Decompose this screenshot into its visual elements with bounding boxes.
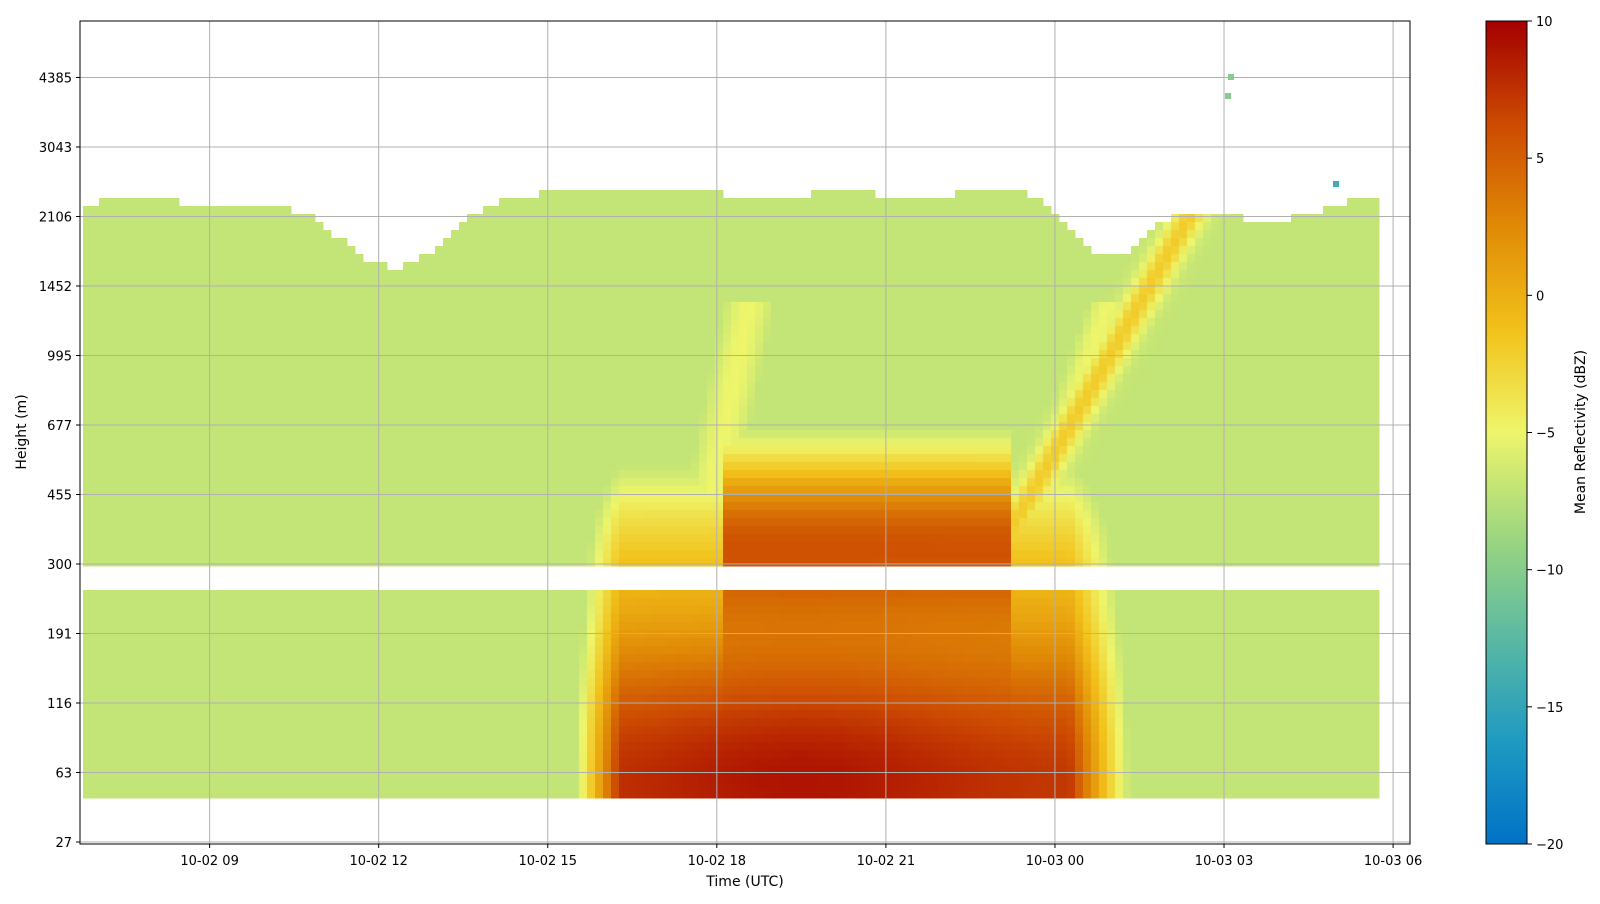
x-tick-label: 10-02 09 xyxy=(180,854,238,869)
y-axis: 27 63 116 191 300 455 677 995 1452 2106 3043 4385 xyxy=(39,72,80,852)
colorbar-tick-label: 0 xyxy=(1536,289,1544,304)
y-tick-label: 3043 xyxy=(39,141,72,156)
y-tick-label: 116 xyxy=(47,697,72,712)
y-tick-label: 677 xyxy=(47,419,72,434)
colorbar-tick-label: −5 xyxy=(1536,427,1555,442)
x-axis: 10-02 09 10-02 12 10-02 15 10-02 18 10-02 21… xyxy=(180,844,1422,869)
x-tick-label: 10-03 06 xyxy=(1364,854,1422,869)
y-tick-label: 455 xyxy=(47,489,72,504)
x-tick-label: 10-02 18 xyxy=(688,854,746,869)
y-tick-label: 27 xyxy=(55,836,72,851)
y-tick-label: 2106 xyxy=(39,211,72,226)
x-tick-label: 10-03 00 xyxy=(1026,854,1084,869)
colorbar-tick-label: 10 xyxy=(1536,15,1553,30)
colorbar-tick-label: −15 xyxy=(1536,701,1563,716)
colorbar-tick-label: 5 xyxy=(1536,152,1544,167)
y-tick-label: 300 xyxy=(47,558,72,573)
colorbar-gradient xyxy=(1486,21,1527,844)
y-axis-label: Height (m) xyxy=(14,394,30,469)
x-axis-label: Time (UTC) xyxy=(705,874,783,890)
colorbar-tick-label: −20 xyxy=(1536,838,1563,853)
x-tick-label: 10-03 03 xyxy=(1195,854,1253,869)
x-tick-label: 10-02 21 xyxy=(857,854,915,869)
colorbar: 10 5 0 −5 −10 −15 −20 xyxy=(1486,15,1563,853)
y-tick-label: 191 xyxy=(47,628,72,643)
y-tick-label: 63 xyxy=(55,767,72,782)
x-tick-label: 10-02 12 xyxy=(349,854,407,869)
x-tick-label: 10-02 15 xyxy=(519,854,577,869)
y-tick-label: 995 xyxy=(47,350,72,365)
y-tick-label: 1452 xyxy=(39,280,72,295)
colorbar-tick-label: −10 xyxy=(1536,564,1563,579)
colorbar-label: Mean Reflectivity (dBZ) xyxy=(1573,350,1589,514)
y-tick-label: 4385 xyxy=(39,72,72,87)
